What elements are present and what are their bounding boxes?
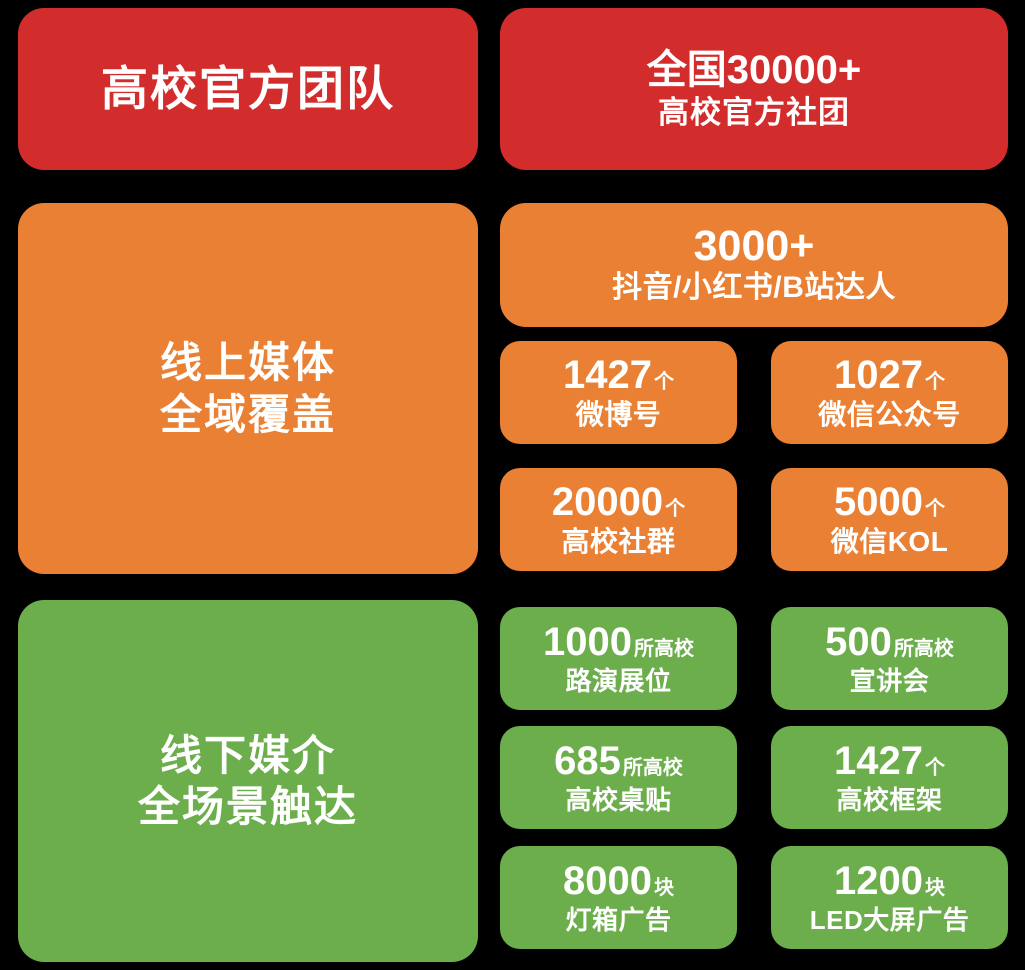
offline-stat-card-5: 8000 块 灯箱广告 — [500, 846, 737, 949]
offline-stat-4-caption: 高校框架 — [836, 784, 943, 815]
section-label-offline-line2: 全场景触达 — [137, 783, 358, 830]
offline-stat-4-unit: 个 — [924, 756, 945, 779]
offline-stat-2-number: 500 — [825, 619, 892, 664]
offline-stat-1-unit: 所高校 — [633, 637, 694, 660]
online-stat-2-caption: 微信公众号 — [818, 398, 961, 430]
offline-stat-2-caption: 宣讲会 — [849, 665, 930, 696]
online-stat-4-value: 5000 个 — [834, 482, 945, 522]
offline-stat-3-unit: 所高校 — [622, 756, 683, 779]
offline-stat-card-2: 500 所高校 宣讲会 — [771, 607, 1008, 710]
online-featured-number: 3000+ — [693, 222, 815, 271]
online-featured-card: 3000+ 抖音/小红书/B站达人 — [500, 203, 1008, 327]
offline-stat-card-6: 1200 块 LED大屏广告 — [771, 846, 1008, 949]
online-stat-3-caption: 高校社群 — [561, 525, 676, 557]
online-stat-1-value: 1427 个 — [563, 355, 674, 395]
offline-stat-4-number: 1427 — [834, 738, 923, 783]
offline-stat-6-unit: 块 — [924, 876, 945, 899]
offline-stat-card-4: 1427 个 高校框架 — [771, 726, 1008, 829]
online-featured-caption: 抖音/小红书/B站达人 — [612, 271, 896, 305]
header-right-number: 全国30000+ — [646, 47, 862, 92]
header-left-title-card: 高校官方团队 — [18, 8, 478, 170]
offline-stat-5-unit: 块 — [653, 876, 674, 899]
online-stat-4-unit: 个 — [924, 497, 945, 520]
offline-stat-5-caption: 灯箱广告 — [565, 904, 672, 935]
online-stat-3-value: 20000 个 — [552, 482, 685, 522]
offline-stat-4-value: 1427 个 — [834, 741, 945, 781]
offline-stat-3-caption: 高校桌贴 — [565, 784, 672, 815]
section-label-online-line2: 全域覆盖 — [159, 390, 336, 438]
header-right-stat-card: 全国30000+ 高校官方社团 — [500, 8, 1008, 170]
header-right-caption: 高校官方社团 — [658, 94, 850, 130]
online-stat-card-2: 1027 个 微信公众号 — [771, 341, 1008, 444]
offline-stat-1-value: 1000 所高校 — [543, 622, 694, 662]
offline-stat-6-value: 1200 块 — [834, 861, 945, 901]
online-stat-card-3: 20000 个 高校社群 — [500, 468, 737, 571]
online-stat-3-number: 20000 — [551, 479, 664, 524]
offline-stat-6-number: 1200 — [834, 858, 923, 903]
offline-stat-5-number: 8000 — [563, 858, 652, 903]
section-label-online: 线上媒体 全域覆盖 — [18, 203, 478, 574]
online-stat-3-unit: 个 — [665, 497, 686, 520]
offline-stat-1-caption: 路演展位 — [565, 665, 672, 696]
offline-stat-1-number: 1000 — [543, 619, 632, 664]
online-stat-card-4: 5000 个 微信KOL — [771, 468, 1008, 571]
online-stat-2-unit: 个 — [924, 370, 945, 393]
online-stat-card-1: 1427 个 微博号 — [500, 341, 737, 444]
online-stat-1-unit: 个 — [653, 370, 674, 393]
offline-stat-2-unit: 所高校 — [893, 637, 954, 660]
section-label-online-line1: 线上媒体 — [159, 339, 336, 387]
online-stat-4-caption: 微信KOL — [830, 525, 949, 557]
offline-stat-3-number: 685 — [554, 738, 621, 783]
online-stat-2-number: 1027 — [834, 352, 923, 397]
offline-stat-2-value: 500 所高校 — [825, 622, 954, 662]
offline-stat-5-value: 8000 块 — [563, 861, 674, 901]
online-stat-2-value: 1027 个 — [834, 355, 945, 395]
offline-stat-6-caption: LED大屏广告 — [809, 904, 970, 935]
header-left-title: 高校官方团队 — [101, 62, 395, 116]
online-stat-1-number: 1427 — [563, 352, 652, 397]
online-stat-4-number: 5000 — [834, 479, 923, 524]
offline-stat-card-1: 1000 所高校 路演展位 — [500, 607, 737, 710]
section-label-offline-line1: 线下媒介 — [159, 731, 336, 779]
section-label-offline: 线下媒介 全场景触达 — [18, 600, 478, 962]
offline-stat-3-value: 685 所高校 — [554, 741, 683, 781]
online-stat-1-caption: 微博号 — [575, 398, 662, 430]
offline-stat-card-3: 685 所高校 高校桌贴 — [500, 726, 737, 829]
